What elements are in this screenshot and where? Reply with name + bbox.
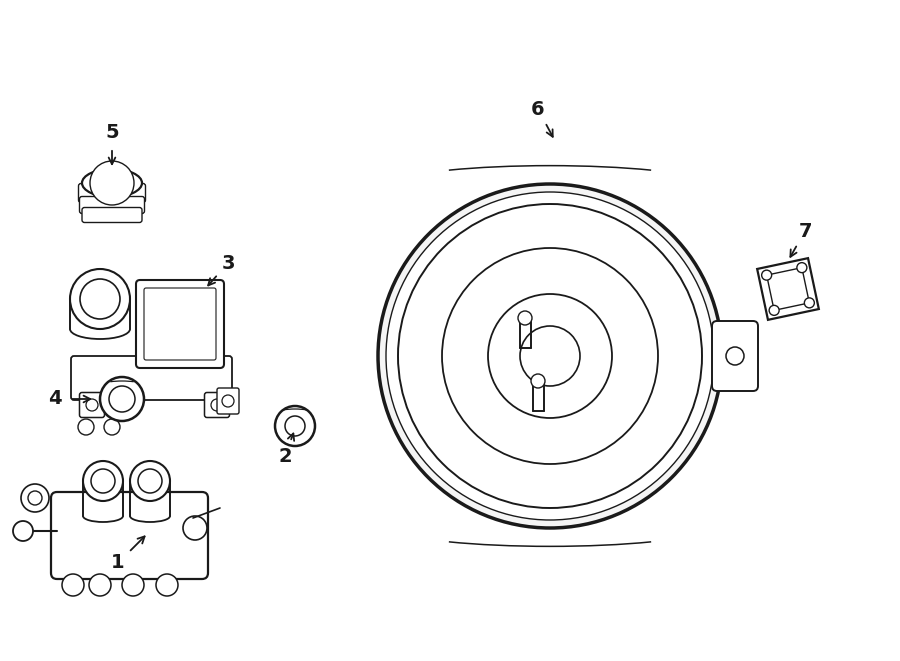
- Circle shape: [83, 461, 123, 501]
- Circle shape: [222, 395, 234, 407]
- FancyBboxPatch shape: [71, 356, 232, 400]
- Circle shape: [275, 406, 315, 446]
- Circle shape: [138, 469, 162, 493]
- FancyBboxPatch shape: [712, 321, 758, 391]
- Circle shape: [90, 161, 134, 205]
- Circle shape: [805, 298, 814, 308]
- Circle shape: [62, 574, 84, 596]
- Circle shape: [770, 305, 779, 315]
- FancyBboxPatch shape: [82, 208, 142, 223]
- Circle shape: [531, 374, 545, 388]
- Circle shape: [104, 419, 120, 435]
- Text: 6: 6: [531, 100, 544, 118]
- Circle shape: [285, 416, 305, 436]
- Circle shape: [100, 377, 144, 421]
- Text: 7: 7: [798, 221, 812, 241]
- Circle shape: [398, 204, 702, 508]
- FancyBboxPatch shape: [144, 288, 216, 360]
- Circle shape: [211, 399, 223, 411]
- Text: 5: 5: [105, 124, 119, 143]
- Circle shape: [86, 399, 98, 411]
- Circle shape: [761, 270, 771, 280]
- FancyBboxPatch shape: [79, 196, 145, 214]
- Circle shape: [80, 279, 120, 319]
- Text: 1: 1: [112, 553, 125, 572]
- Text: 3: 3: [221, 254, 235, 272]
- Circle shape: [520, 326, 580, 386]
- Circle shape: [796, 262, 807, 272]
- Text: 2: 2: [278, 446, 292, 465]
- FancyBboxPatch shape: [204, 393, 230, 418]
- Ellipse shape: [82, 169, 142, 197]
- Circle shape: [130, 461, 170, 501]
- FancyBboxPatch shape: [51, 492, 208, 579]
- Circle shape: [156, 574, 178, 596]
- Circle shape: [109, 386, 135, 412]
- Circle shape: [13, 521, 33, 541]
- Circle shape: [21, 484, 49, 512]
- Circle shape: [70, 269, 130, 329]
- Circle shape: [378, 184, 722, 528]
- Circle shape: [122, 574, 144, 596]
- FancyBboxPatch shape: [78, 184, 146, 202]
- Polygon shape: [757, 258, 819, 320]
- Circle shape: [28, 491, 42, 505]
- Circle shape: [183, 516, 207, 540]
- Circle shape: [78, 419, 94, 435]
- Circle shape: [442, 248, 658, 464]
- Text: 4: 4: [49, 389, 62, 408]
- Circle shape: [726, 347, 744, 365]
- FancyBboxPatch shape: [217, 388, 239, 414]
- FancyBboxPatch shape: [136, 280, 224, 368]
- Circle shape: [91, 469, 115, 493]
- Circle shape: [89, 574, 111, 596]
- Circle shape: [518, 311, 532, 325]
- Polygon shape: [767, 268, 809, 311]
- Circle shape: [386, 192, 714, 520]
- Circle shape: [488, 294, 612, 418]
- FancyBboxPatch shape: [79, 393, 104, 418]
